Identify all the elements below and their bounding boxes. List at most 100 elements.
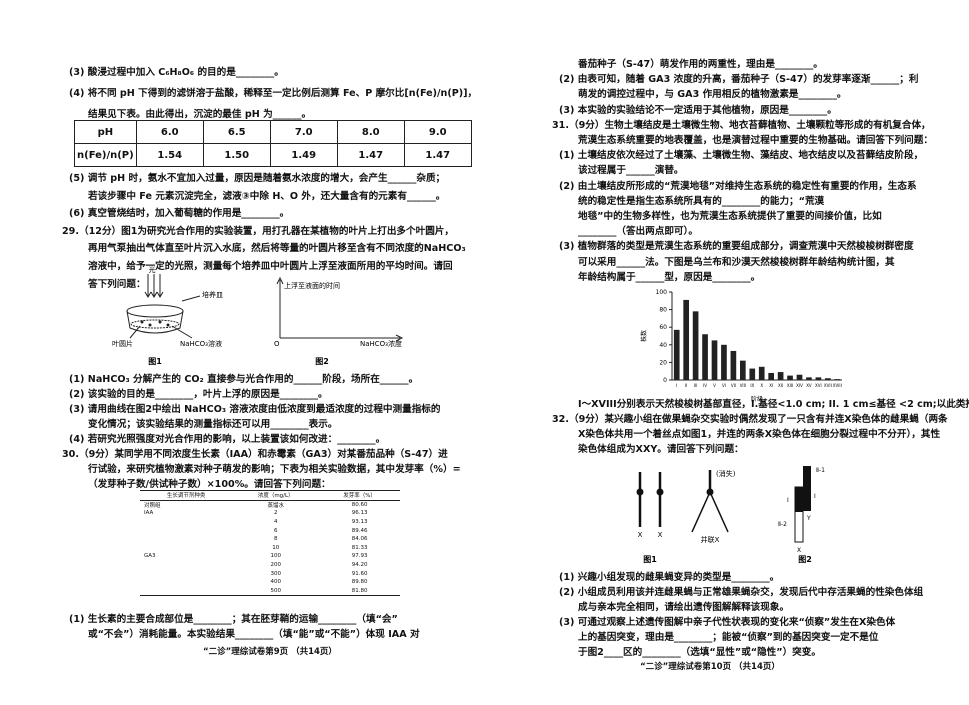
text-line: X染色体共用一个着丝点如图1，并连的两条X染色体在细胞分裂过程中不分开），其性 (578, 429, 941, 440)
text-line: I～XVIII分别表示天然梭梭树基部直径，I.基径<1.0 cm; II. 1 … (578, 399, 969, 410)
table-cell: 4 (273, 519, 278, 526)
text-line: 结果见下表。由此得出，沉淀的最佳 pH 为______。 (88, 109, 312, 120)
text-line: (3) 本实验的实验结论不一定适用于其他植物，原因是________。 (559, 104, 837, 116)
text-line: 上的基因突变，理由是________；能被“侦察”到的基因突变一定不是位 (578, 632, 879, 643)
fig-label: NaHCO₃浓度 (360, 339, 402, 348)
table-cell: 6.0 (135, 120, 204, 144)
text-line: (1) 土壤结皮依次经过了土壤藻、土壤微生物、藻结皮、地衣结皮以及苔藓结皮阶段， (559, 150, 924, 162)
text-line: 行试验，来研究植物激素对种子萌发的影响；下表为相关实验数据，其中发芽率（%）= (88, 464, 461, 475)
bar (721, 344, 727, 380)
fig-label: X (797, 547, 801, 554)
text-block: (5) 调节 pH 时，氨水不宜加入过量，原因是随着氨水浓度的增大，会产生___… (62, 170, 466, 293)
table-row: n(Fe)/n(P) 1.54 1.50 1.49 1.47 1.47 (74, 143, 472, 167)
table-cell: 1.54 (135, 143, 204, 167)
table-cell: 96.13 (351, 510, 368, 517)
table-cell: 200 (270, 562, 281, 569)
table-cell: 蒸馏水 (267, 502, 284, 509)
bar (768, 372, 774, 380)
text-line: 变化情况；该实验结果的测量指标还可以用________表示。 (88, 419, 338, 430)
table-cell: 89.80 (351, 579, 368, 586)
table-cell: 94.20 (351, 562, 368, 569)
table-row: 200 94.20 (140, 561, 400, 570)
text-line: 29.（12分）图1为研究光合作用的实验装置，用打孔器在某植物的叶片上打出多个叶… (62, 225, 454, 237)
text-line: 年龄结构属于______型，原因是________。 (578, 271, 761, 283)
fig-label: Y (806, 515, 811, 522)
y-axis-label: 株数 (640, 330, 648, 342)
text-line: 成与亲本完全相同，请绘出遗传图解解释该现象。 (578, 602, 790, 613)
bar (711, 340, 718, 380)
text-line: 30.（9分）某同学用不同浓度生长素（IAA）和赤霉素（GA3）对某番茄品种（S… (62, 449, 448, 460)
text-line: 番茄种子（S-47）萌发作用的两重性，理由是________。 (578, 59, 823, 70)
text-block: (1) 兴趣小组发现的雌果蝇变异的类型是________。 (2) 小组成员利用该… (552, 570, 923, 660)
fig-label: X (638, 531, 643, 539)
table-cell: 10 (272, 544, 280, 551)
table-row: GA3 100 97.93 (140, 552, 400, 561)
table-row: 500 81.80 (140, 586, 400, 597)
fig-label: Ⅱ-1 (816, 467, 825, 474)
table-cell (140, 569, 232, 578)
bar (683, 299, 689, 380)
table-cell (140, 561, 232, 570)
text-line: (3) 酸浸过程中加入 C₆H₈O₆ 的目的是________。 (69, 67, 284, 78)
bar (740, 360, 746, 380)
y-tick-label: 60 (659, 324, 667, 331)
text-line: (3) 植物群落的类型是荒漠生态系统的重要组成部分，调查荒漠中天然梭梭树群密度 (559, 241, 914, 253)
text-line: (4) 若研究光照强度对光合作用的影响，以上装置该如何改进：________。 (69, 434, 386, 445)
fig-label: NaHCO₃溶液 (180, 339, 222, 348)
x-tick-label: III (694, 383, 698, 388)
table-head: 生长调节剂种类 浓度（mg/L） 发芽率（%） (140, 490, 400, 501)
text-line: (5) 调节 pH 时，氨水不宜加入过量，原因是随着氨水浓度的增大，会产生___… (69, 173, 446, 184)
text-line: 32.（9分）某兴趣小组在做果蝇杂交实验时偶然发现了一只含有并连X染色体的雌果蝇… (552, 414, 948, 425)
germination-table: 生长调节剂种类 浓度（mg/L） 发芽率（%） 对照组 蒸馏水 80.60 IAA 2 96.1… (140, 490, 400, 597)
x-tick-label: II (685, 383, 687, 388)
text-line: (3) 请用曲线在图2中绘出 NaHCO₃ 溶液浓度由低浓度到最适浓度的过程中测… (69, 404, 441, 415)
bar (787, 375, 793, 380)
y-tick-label: 80 (659, 307, 667, 314)
fig-label: 培养皿 (202, 290, 223, 299)
text-block: (1) 生长素的主要合成部位是________；其在胚芽鞘的运输________… (62, 612, 420, 642)
x-tick-label: IX (750, 383, 754, 388)
x-tick-label: VIII (740, 383, 746, 388)
fig-label: 叶圆片 (112, 339, 133, 348)
table-cell: 8.0 (336, 120, 405, 144)
text-line: ________（答出两点即可）。 (578, 226, 698, 238)
fig-caption: 图1 (148, 357, 162, 366)
fig-label: Ⅱ-2 (778, 521, 787, 528)
text-line: 若该步骤中 Fe 元素沉淀完全，滤液③中除 H、O 外，还大量含有的元素有___… (88, 190, 446, 202)
table-cell: 84.06 (351, 536, 368, 543)
text-line: 溶液中，给予一定的光照，测量每个培养皿中叶圆片上浮至液面所用的平均时间。请回 (88, 260, 453, 272)
table-cell: 89.46 (351, 527, 368, 534)
table-cell: 1.47 (336, 143, 405, 167)
table-cell (140, 578, 232, 587)
table-row: 6 89.46 (140, 526, 400, 535)
table-row: 4 93.13 (140, 518, 400, 527)
page-footer: “二诊”理综试卷第9页 （共14页） (203, 647, 337, 657)
text-line: 31.（9分）生物土壤结皮是土壤微生物、地衣苔藓植物、土壤颗粒等形成的有机复合体… (552, 119, 931, 131)
table-cell (140, 544, 232, 553)
header-cell: 发芽率（%） (319, 490, 400, 501)
text-line: 于图2____区的________（选填“显性”或“隐性”）突变。 (578, 647, 821, 658)
x-tick-label: IV (703, 383, 707, 388)
y-tick-label: 100 (656, 289, 668, 296)
table-cell: 300 (270, 570, 281, 577)
table-cell: 93.13 (351, 519, 368, 526)
bar (777, 372, 784, 380)
fig-label: 光 (149, 266, 156, 274)
table-cell: 6.5 (202, 120, 271, 144)
y-tick-label: 0 (663, 377, 667, 384)
fig-label: (消失) (716, 469, 736, 478)
table-cell: pH (74, 120, 137, 144)
table-cell: 80.60 (351, 501, 368, 508)
bar (806, 377, 812, 380)
table-cell: 400 (270, 579, 281, 586)
text-line: (2) 该实验的目的是________，叶片上浮的原因是________。 (69, 389, 328, 400)
table-cell: 对照组 (144, 502, 161, 509)
bar (749, 368, 756, 380)
x-tick-label: XVII (824, 383, 832, 388)
header-cell: 浓度（mg/L） (232, 490, 320, 501)
table-cell: IAA (144, 510, 154, 517)
text-line: 可以采用______法。下图是乌兰布和沙漠天然梭梭树群年龄结构统计图，其 (578, 256, 895, 268)
table-cell: GA3 (144, 553, 156, 560)
x-tick-label: XVI (815, 383, 822, 388)
x-tick-label: XIV (796, 383, 803, 388)
